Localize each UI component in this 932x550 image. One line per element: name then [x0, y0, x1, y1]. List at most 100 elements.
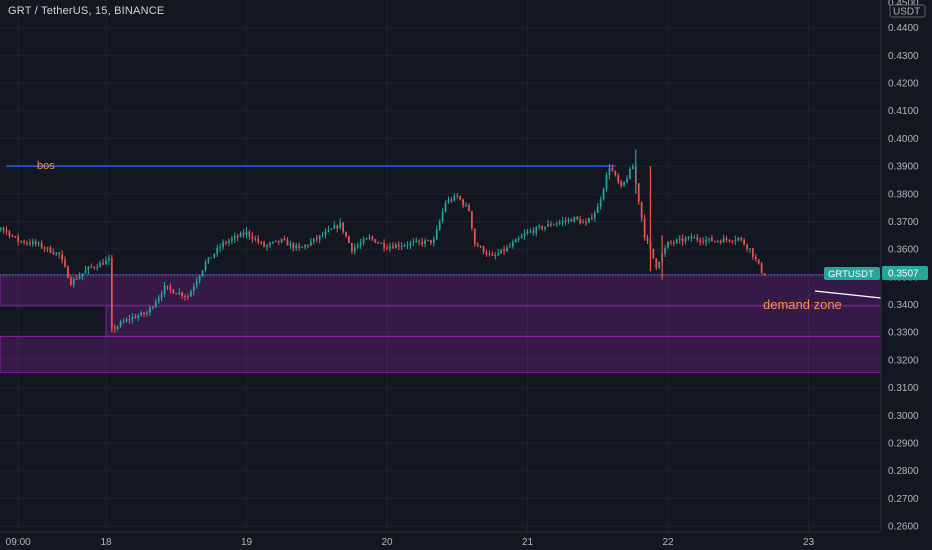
candle-body	[403, 245, 406, 247]
candle-body	[184, 295, 186, 297]
candle	[119, 319, 122, 328]
candle-body	[424, 240, 426, 244]
x-axis-panel[interactable]	[0, 532, 881, 550]
candle-body	[567, 219, 570, 221]
candle-body	[298, 245, 301, 248]
candle-body	[131, 316, 134, 320]
candle-body	[11, 236, 14, 238]
candle-body	[389, 246, 391, 249]
candle	[427, 239, 429, 242]
candle	[286, 237, 289, 246]
candle	[318, 235, 321, 244]
candle-body	[356, 245, 359, 248]
candle-body	[90, 266, 93, 268]
candle	[0, 227, 2, 232]
candle	[713, 240, 716, 243]
candle-body	[605, 175, 608, 189]
candle	[172, 288, 175, 294]
candle-body	[415, 240, 418, 242]
candle	[409, 240, 412, 250]
candle	[304, 244, 306, 250]
candle	[596, 203, 599, 213]
candle	[269, 241, 271, 249]
candle	[116, 325, 119, 331]
candle-body	[588, 217, 590, 223]
candle-body	[283, 238, 286, 241]
y-tick-label: 0.4400	[888, 23, 919, 34]
candle	[708, 237, 710, 243]
candle	[763, 272, 766, 276]
candle-body	[418, 240, 421, 242]
candle-body	[105, 260, 107, 265]
candle-body	[473, 228, 476, 245]
zone-rect	[105, 305, 881, 337]
candle-body	[2, 227, 5, 230]
candle	[93, 266, 96, 271]
candle-body	[339, 222, 342, 229]
y-tick-label: 0.2700	[888, 494, 919, 505]
candle-body	[570, 219, 573, 222]
candle-body	[582, 222, 584, 224]
candle	[362, 236, 365, 246]
candle-body	[49, 247, 52, 253]
candle	[444, 200, 447, 213]
candle	[705, 235, 707, 246]
candle	[78, 272, 81, 280]
candle	[479, 245, 482, 248]
zone-rect	[0, 274, 881, 307]
candle-body	[192, 286, 195, 292]
candle-body	[93, 267, 96, 269]
candle-body	[719, 241, 722, 243]
candle-body	[61, 254, 63, 260]
candle-body	[163, 285, 166, 295]
candle	[400, 242, 403, 251]
candle	[260, 240, 263, 246]
candle-body	[444, 202, 447, 212]
candle-body	[239, 232, 242, 238]
candle	[190, 289, 192, 297]
candle	[49, 245, 52, 254]
candle	[509, 242, 511, 248]
candle	[547, 220, 549, 228]
price-tag-value-box	[882, 266, 928, 280]
candle	[298, 242, 301, 252]
candle-body	[58, 252, 61, 255]
currency-label: USDT	[893, 7, 920, 18]
candle-body	[468, 205, 470, 212]
candle	[646, 234, 649, 245]
candle	[418, 239, 421, 246]
candle	[743, 238, 745, 246]
candle-body	[201, 270, 204, 276]
candle-body	[456, 195, 459, 197]
candle	[37, 241, 40, 247]
candle	[488, 250, 491, 257]
candle-body	[722, 238, 725, 243]
candle-body	[348, 236, 350, 244]
candle	[514, 238, 517, 243]
candle-body	[222, 242, 224, 248]
candle-body	[350, 243, 353, 252]
candle-body	[459, 196, 462, 200]
candle	[125, 317, 128, 323]
candle-body	[754, 256, 757, 260]
candle	[339, 218, 342, 230]
candle-body	[614, 171, 617, 176]
candle-body	[31, 241, 34, 245]
x-tick-label: 21	[522, 537, 534, 548]
candle	[576, 216, 579, 221]
candle	[219, 243, 222, 253]
candle-body	[591, 217, 593, 219]
candle	[34, 239, 37, 247]
candle-body	[102, 262, 104, 265]
candle-body	[213, 253, 216, 258]
candle	[447, 196, 450, 204]
candle-body	[397, 244, 400, 247]
candle-body	[5, 229, 8, 232]
candle-body	[362, 239, 365, 244]
candle-body	[52, 252, 55, 255]
candle	[251, 232, 254, 243]
candle	[631, 163, 634, 170]
y-tick-label: 0.3800	[888, 189, 919, 200]
